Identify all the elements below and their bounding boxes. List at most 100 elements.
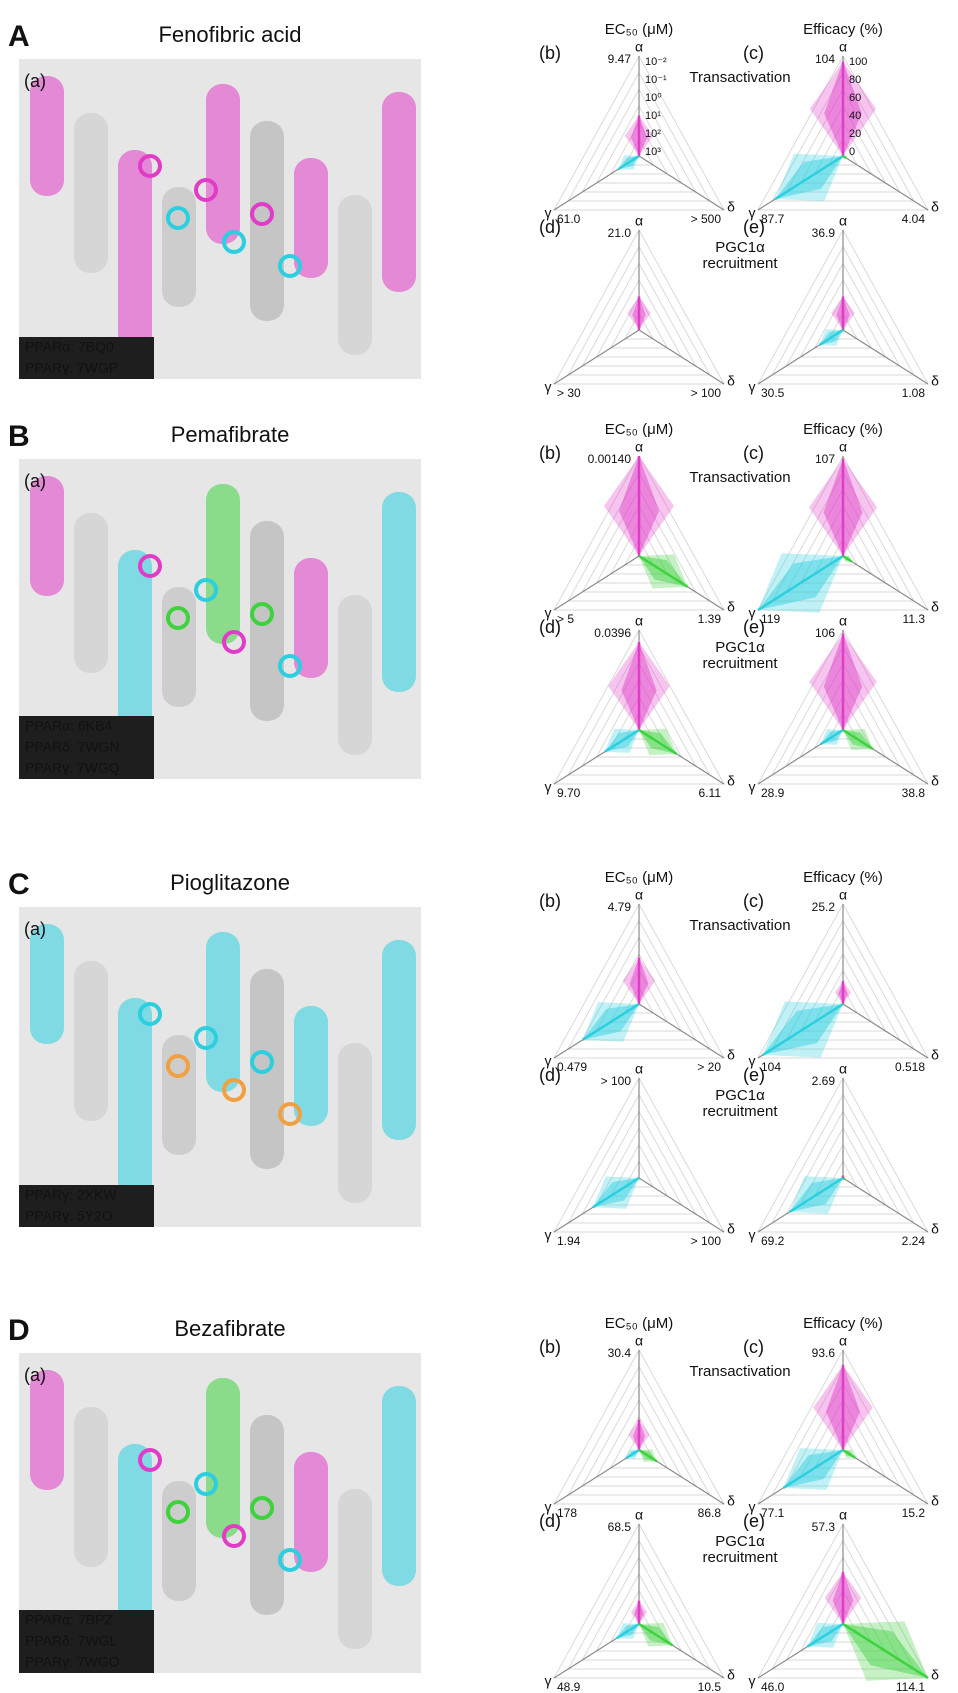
helix bbox=[118, 150, 152, 350]
delta-value: > 20 bbox=[697, 1060, 721, 1074]
gamma-value: 28.9 bbox=[761, 786, 785, 800]
axis-letter: δ bbox=[727, 373, 735, 389]
legend-entry: PPARγ: 7WGO bbox=[25, 1654, 120, 1670]
axis-letter: δ bbox=[727, 1047, 735, 1063]
panel-letter: B bbox=[8, 420, 30, 453]
chart-label: (c) bbox=[743, 891, 764, 911]
helix bbox=[118, 998, 152, 1198]
axis-letter: δ bbox=[931, 1047, 939, 1063]
alpha-value: 0.00140 bbox=[588, 452, 632, 466]
ec50-title: EC₅₀ (μM) bbox=[605, 21, 673, 38]
helix bbox=[382, 1386, 416, 1586]
axis-letter: δ bbox=[727, 773, 735, 789]
delta-value: 1.08 bbox=[902, 386, 926, 400]
gamma-value: 69.2 bbox=[761, 1234, 785, 1248]
axis-letter: δ bbox=[727, 199, 735, 215]
delta-value: 15.2 bbox=[902, 1506, 926, 1520]
delta-value: 0.518 bbox=[895, 1060, 925, 1074]
helix bbox=[382, 92, 416, 292]
axis-letter: α bbox=[635, 1333, 643, 1349]
helix bbox=[30, 1370, 64, 1490]
efficacy-title: Efficacy (%) bbox=[803, 421, 883, 438]
axis-letter: δ bbox=[931, 199, 939, 215]
value-line bbox=[843, 156, 846, 158]
ec50-title: EC₅₀ (μM) bbox=[605, 421, 673, 438]
panel-letter: D bbox=[8, 1314, 30, 1347]
row1-title: Transactivation bbox=[689, 469, 790, 486]
gamma-value: 0.479 bbox=[557, 1060, 587, 1074]
alpha-value: > 100 bbox=[601, 1074, 632, 1088]
helix bbox=[206, 932, 240, 1092]
delta-value: 1.39 bbox=[698, 612, 722, 626]
helix bbox=[74, 961, 108, 1121]
alpha-value: 2.69 bbox=[812, 1074, 836, 1088]
alpha-value: 9.47 bbox=[608, 52, 632, 66]
axis-letter: δ bbox=[727, 1667, 735, 1683]
axis-letter: α bbox=[635, 439, 643, 455]
helix bbox=[30, 476, 64, 596]
axis-letter: α bbox=[635, 613, 643, 629]
alpha-value: 4.79 bbox=[608, 900, 632, 914]
alpha-value: 30.4 bbox=[608, 1346, 632, 1360]
chart-label: (b) bbox=[539, 891, 561, 911]
axis-tick-label: 10⁻¹ bbox=[645, 74, 667, 86]
panel-title: Bezafibrate bbox=[174, 1316, 285, 1341]
helix bbox=[162, 1481, 196, 1601]
chart-label: (d) bbox=[539, 617, 561, 637]
chart-label: (e) bbox=[743, 1511, 765, 1531]
axis-letter: δ bbox=[931, 1493, 939, 1509]
axis-letter: γ bbox=[749, 1227, 756, 1243]
row2-title: PGC1α bbox=[715, 639, 765, 656]
chart-label: (d) bbox=[539, 1511, 561, 1531]
helix bbox=[162, 1035, 196, 1155]
delta-value: 86.8 bbox=[698, 1506, 722, 1520]
legend-entry: PPARγ: 7WGQ bbox=[25, 760, 120, 776]
chart-label: (c) bbox=[743, 1337, 764, 1357]
panel-title: Fenofibric acid bbox=[158, 22, 301, 47]
axis-letter: α bbox=[635, 39, 643, 55]
alpha-value: 25.2 bbox=[812, 900, 836, 914]
image-label: (a) bbox=[24, 471, 46, 491]
panel-title: Pioglitazone bbox=[170, 870, 290, 895]
axis-letter: δ bbox=[931, 599, 939, 615]
helix bbox=[338, 1489, 372, 1649]
delta-value: 38.8 bbox=[902, 786, 926, 800]
axis-letter: α bbox=[839, 1507, 847, 1523]
helix bbox=[74, 513, 108, 673]
legend-entry: PPARδ: 7WGN bbox=[25, 739, 120, 755]
legend-entry: PPARγ: 2XKW bbox=[25, 1187, 117, 1203]
panel-letter: C bbox=[8, 868, 30, 901]
axis-tick-label: 80 bbox=[849, 74, 861, 86]
alpha-value: 104 bbox=[815, 52, 835, 66]
helix bbox=[382, 492, 416, 692]
axis-tick-label: 0 bbox=[849, 146, 855, 158]
axis-letter: α bbox=[635, 887, 643, 903]
chart-label: (c) bbox=[743, 443, 764, 463]
delta-value: 2.24 bbox=[902, 1234, 926, 1248]
axis-letter: α bbox=[635, 1507, 643, 1523]
axis-letter: γ bbox=[749, 779, 756, 795]
image-label: (a) bbox=[24, 919, 46, 939]
row2-title: PGC1α bbox=[715, 239, 765, 256]
gamma-value: 46.0 bbox=[761, 1680, 785, 1693]
row2-title: recruitment bbox=[702, 655, 778, 672]
row2-title: PGC1α bbox=[715, 1087, 765, 1104]
axis-letter: γ bbox=[749, 379, 756, 395]
chart-label: (d) bbox=[539, 1065, 561, 1085]
gamma-value: 9.70 bbox=[557, 786, 581, 800]
row1-title: Transactivation bbox=[689, 917, 790, 934]
axis-tick-label: 10³ bbox=[645, 146, 661, 158]
axis-tick-label: 10⁻² bbox=[645, 56, 667, 68]
axis-letter: δ bbox=[727, 1221, 735, 1237]
gamma-value: 48.9 bbox=[557, 1680, 581, 1693]
ec50-title: EC₅₀ (μM) bbox=[605, 1315, 673, 1332]
chart-label: (b) bbox=[539, 43, 561, 63]
axis-letter: δ bbox=[727, 599, 735, 615]
structure-image bbox=[19, 59, 421, 379]
efficacy-title: Efficacy (%) bbox=[803, 1315, 883, 1332]
delta-value: > 500 bbox=[691, 212, 722, 226]
axis-tick-label: 10² bbox=[645, 128, 661, 140]
axis-letter: α bbox=[635, 1061, 643, 1077]
ec50-title: EC₅₀ (μM) bbox=[605, 869, 673, 886]
axis-letter: γ bbox=[545, 779, 552, 795]
